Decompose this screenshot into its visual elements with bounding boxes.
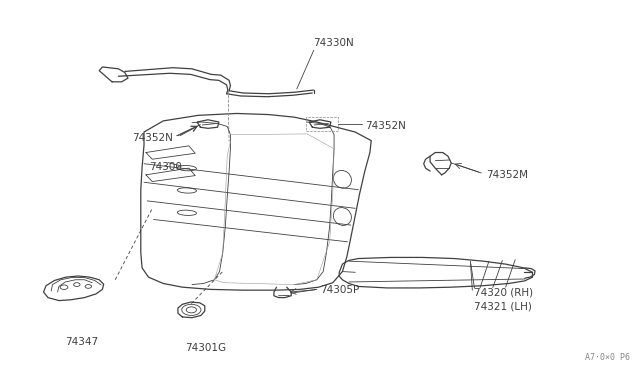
Text: 74301G: 74301G <box>186 343 227 353</box>
Text: 74352N: 74352N <box>365 122 406 131</box>
Text: 74330N: 74330N <box>314 38 355 48</box>
Text: 74320 (RH): 74320 (RH) <box>474 287 532 297</box>
Text: 74321 (LH): 74321 (LH) <box>474 302 531 312</box>
Text: 74347: 74347 <box>65 337 99 347</box>
Text: 74305P: 74305P <box>320 285 359 295</box>
Text: A7·0×0 P6: A7·0×0 P6 <box>586 353 630 362</box>
Text: 74352N: 74352N <box>132 133 173 142</box>
Text: 74352M: 74352M <box>486 170 529 180</box>
Text: 74300: 74300 <box>150 163 182 172</box>
